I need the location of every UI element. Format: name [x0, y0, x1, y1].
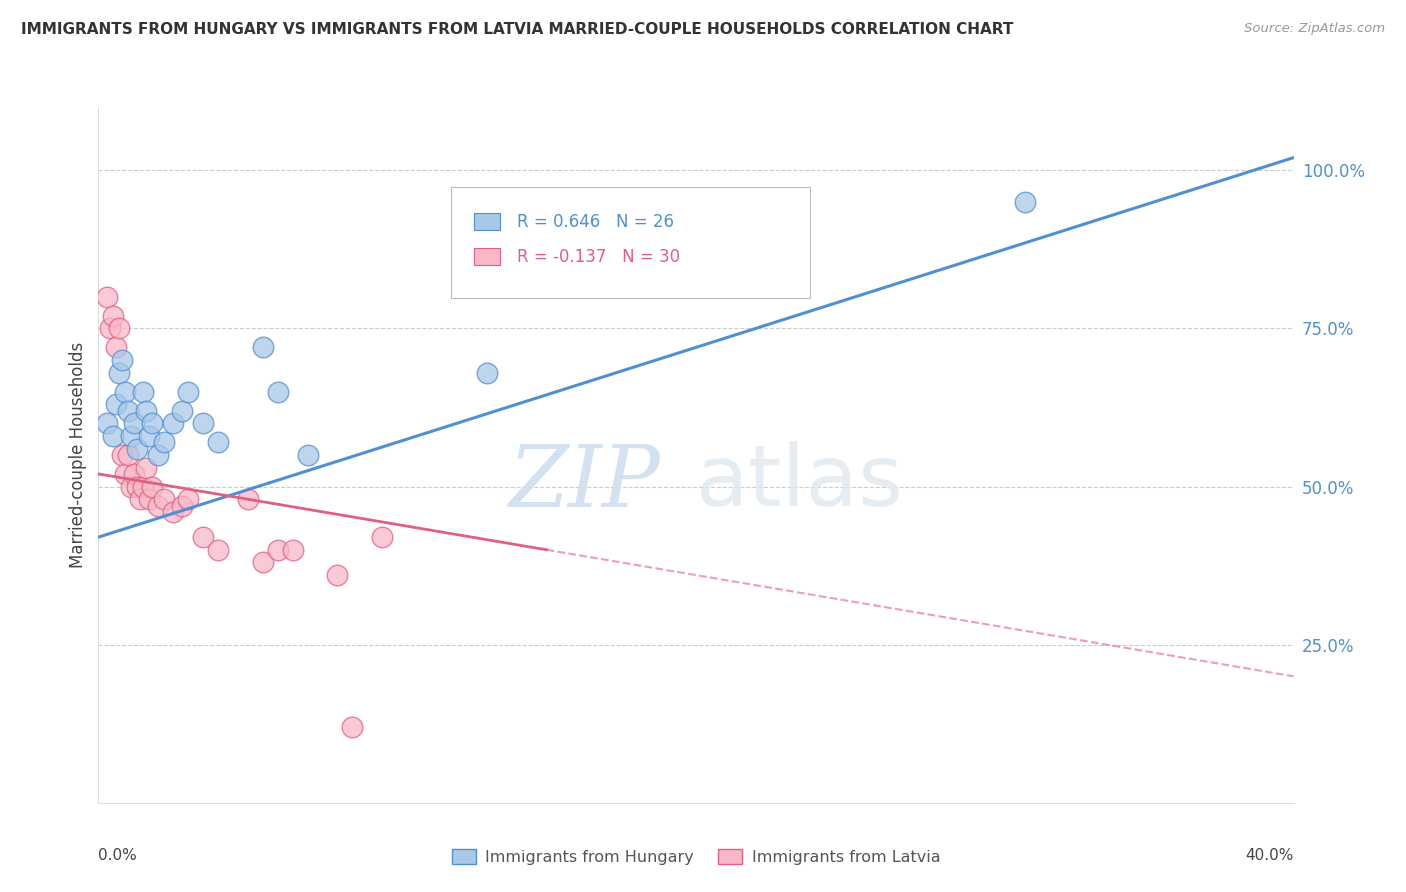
Point [117, 403, 139, 417]
Text: atlas: atlas [696, 442, 904, 524]
Text: 0.0%: 0.0% [98, 848, 138, 863]
Point [177, 384, 200, 399]
Point [129, 492, 152, 507]
Point [162, 417, 184, 431]
Point [191, 417, 214, 431]
Point [124, 417, 146, 431]
Point [127, 479, 149, 493]
Point [114, 467, 136, 481]
Point [252, 340, 274, 354]
Point [267, 384, 290, 399]
FancyBboxPatch shape [474, 248, 499, 265]
Point [153, 492, 176, 507]
Point [191, 530, 214, 544]
Point [172, 403, 194, 417]
Point [267, 542, 290, 557]
Point [141, 479, 163, 493]
Point [111, 353, 134, 368]
Text: R = 0.646   N = 26: R = 0.646 N = 26 [517, 213, 673, 231]
Point [153, 435, 176, 450]
Point [148, 448, 170, 462]
Point [96, 290, 118, 304]
Point [103, 429, 125, 443]
Point [100, 321, 122, 335]
Point [117, 448, 139, 462]
Point [475, 366, 498, 380]
Point [207, 542, 229, 557]
Point [177, 492, 200, 507]
Point [96, 417, 118, 431]
Point [103, 309, 125, 323]
Text: IMMIGRANTS FROM HUNGARY VS IMMIGRANTS FROM LATVIA MARRIED-COUPLE HOUSEHOLDS CORR: IMMIGRANTS FROM HUNGARY VS IMMIGRANTS FR… [21, 22, 1014, 37]
Point [162, 505, 184, 519]
Point [281, 542, 304, 557]
Point [111, 448, 134, 462]
Point [108, 321, 131, 335]
Point [141, 417, 163, 431]
Point [120, 479, 142, 493]
Point [120, 429, 142, 443]
Point [207, 435, 229, 450]
Point [371, 530, 394, 544]
FancyBboxPatch shape [474, 213, 499, 230]
Y-axis label: Married-couple Households: Married-couple Households [69, 342, 87, 568]
Point [138, 492, 160, 507]
Point [135, 403, 157, 417]
Point [326, 568, 349, 582]
Point [127, 442, 149, 456]
Point [297, 448, 319, 462]
Text: 40.0%: 40.0% [1246, 848, 1294, 863]
Point [124, 467, 146, 481]
Point [105, 340, 128, 354]
Text: R = -0.137   N = 30: R = -0.137 N = 30 [517, 248, 681, 266]
Point [148, 499, 170, 513]
Point [1014, 194, 1036, 209]
FancyBboxPatch shape [451, 187, 810, 298]
Point [108, 366, 131, 380]
Point [236, 492, 259, 507]
Point [114, 384, 136, 399]
Text: Source: ZipAtlas.com: Source: ZipAtlas.com [1244, 22, 1385, 36]
Legend: Immigrants from Hungary, Immigrants from Latvia: Immigrants from Hungary, Immigrants from… [446, 842, 946, 871]
Point [132, 384, 155, 399]
Text: ZIP: ZIP [508, 442, 661, 524]
Point [105, 397, 128, 411]
Point [132, 479, 155, 493]
Point [172, 499, 194, 513]
Point [342, 720, 364, 734]
Point [252, 556, 274, 570]
Point [135, 460, 157, 475]
Point [138, 429, 160, 443]
